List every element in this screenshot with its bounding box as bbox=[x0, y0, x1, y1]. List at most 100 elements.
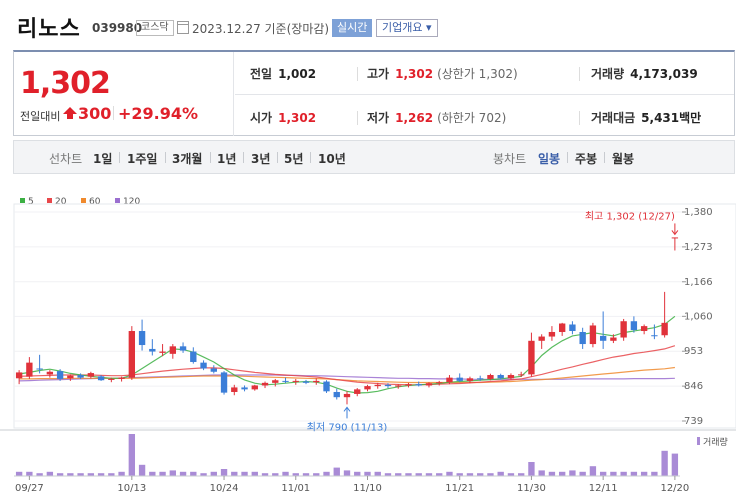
volume-bar bbox=[190, 471, 197, 476]
volume-bar bbox=[241, 471, 248, 476]
period-3y-button[interactable]: 3년 bbox=[251, 152, 271, 166]
volume-label: 거래량 bbox=[591, 67, 625, 81]
low-cell: 저가 1,262 (하한가 702) bbox=[367, 109, 506, 126]
period-1d-button[interactable]: 1일 bbox=[93, 152, 113, 166]
volume-bar bbox=[589, 466, 597, 476]
period-3m-button[interactable]: 3개월 bbox=[172, 152, 203, 166]
y-tick-label: 739 bbox=[684, 416, 703, 427]
stock-code: 039980 bbox=[92, 21, 143, 35]
volume-bar bbox=[159, 471, 166, 476]
candle-body bbox=[241, 387, 248, 390]
prev-close-label: 전일 bbox=[250, 67, 273, 81]
divider bbox=[579, 67, 580, 81]
candle-body bbox=[651, 335, 658, 337]
amount-value: 5,431 bbox=[641, 111, 680, 125]
y-tick-label: 953 bbox=[684, 346, 703, 357]
open-value: 1,302 bbox=[278, 111, 317, 125]
candle-body bbox=[87, 373, 95, 377]
volume-bar bbox=[456, 473, 463, 476]
stock-chart[interactable]: 5 20 60 120 739 846 953 1,060 1,166 1,273 1,380 최… bbox=[0, 186, 736, 504]
x-tick-label: 09/27 bbox=[15, 483, 44, 494]
candle-body bbox=[579, 331, 586, 345]
high-arrow-head bbox=[671, 230, 679, 236]
company-overview-button[interactable]: 기업개요 ▾ bbox=[376, 19, 438, 37]
ma60-line bbox=[19, 366, 675, 384]
candle-body bbox=[46, 371, 54, 375]
divider bbox=[277, 152, 278, 163]
candle-body bbox=[179, 346, 187, 351]
high-annotation: 최고 1,302 (12/27) bbox=[585, 210, 675, 222]
divider bbox=[119, 152, 120, 163]
candle-body bbox=[77, 375, 84, 378]
volume-bar bbox=[67, 473, 74, 476]
candle-weekly-button[interactable]: 주봉 bbox=[575, 152, 598, 166]
legend-label: 120 bbox=[123, 197, 140, 207]
market-badge: 코스닥 bbox=[136, 20, 174, 36]
candle-body bbox=[661, 322, 668, 336]
moving-averages bbox=[19, 315, 676, 394]
volume-bar bbox=[640, 471, 648, 476]
open-cell: 시가 1,302 bbox=[250, 109, 316, 126]
volume-bar bbox=[671, 453, 679, 476]
volume-bar bbox=[466, 473, 474, 476]
candle-body bbox=[302, 381, 310, 383]
candle-body bbox=[374, 384, 381, 387]
chart-period-bar: 선차트 1일 1주일 3개월 1년 3년 5년 10년 봉차트 일봉 주봉 월봉 bbox=[13, 140, 735, 174]
candle-body bbox=[477, 378, 484, 380]
lower-limit: (하한가 702) bbox=[437, 111, 507, 125]
volume-bar bbox=[302, 473, 310, 476]
candle-body bbox=[36, 368, 43, 370]
volume-bar bbox=[518, 473, 525, 476]
change-amount: 300 bbox=[78, 104, 112, 123]
candle-daily-button[interactable]: 일봉 bbox=[538, 152, 561, 166]
candle-body bbox=[15, 372, 23, 379]
y-tick-label: 1,060 bbox=[684, 311, 713, 322]
volume-bar bbox=[200, 473, 207, 476]
amount-cell: 거래대금 5,431백만 bbox=[591, 109, 701, 126]
candle-body bbox=[436, 382, 443, 384]
volume-bar bbox=[487, 473, 494, 476]
volume-bar bbox=[87, 473, 95, 476]
change-rate: +29.94% bbox=[118, 104, 199, 123]
volume-bar bbox=[630, 471, 638, 476]
divider bbox=[113, 106, 114, 120]
period-10y-button[interactable]: 10년 bbox=[318, 152, 346, 166]
volume-bar bbox=[97, 473, 105, 476]
price-summary: 1,302 전일대비 300 +29.94% 전일 1,002 고가 1,302 (상… bbox=[13, 50, 735, 136]
divider bbox=[165, 152, 166, 163]
period-1w-button[interactable]: 1주일 bbox=[127, 152, 158, 166]
volume-bar bbox=[26, 471, 33, 476]
volume-bar bbox=[651, 471, 658, 476]
volume-bar bbox=[251, 471, 258, 476]
divider bbox=[604, 152, 605, 163]
candle-body bbox=[128, 331, 136, 378]
volume-bar bbox=[333, 467, 340, 476]
x-tick-label: 12/11 bbox=[589, 483, 618, 494]
volume-bar bbox=[343, 470, 351, 476]
stock-name: 리노스 bbox=[17, 17, 81, 42]
candle-body bbox=[220, 372, 228, 393]
volume-bar bbox=[118, 471, 125, 476]
divider bbox=[243, 152, 244, 163]
low-value: 1,262 bbox=[395, 111, 434, 125]
period-1y-button[interactable]: 1년 bbox=[217, 152, 237, 166]
realtime-button[interactable]: 실시간 bbox=[332, 19, 373, 37]
current-price: 1,302 bbox=[20, 66, 111, 101]
volume-bar bbox=[415, 473, 422, 476]
volume-bar bbox=[149, 471, 156, 476]
candle-body bbox=[630, 321, 638, 331]
open-label: 시가 bbox=[250, 111, 273, 125]
candle-body bbox=[671, 237, 679, 239]
candle-monthly-button[interactable]: 월봉 bbox=[612, 152, 635, 166]
volume-bar bbox=[179, 471, 187, 476]
volume-bar bbox=[538, 470, 545, 476]
candle-body bbox=[282, 380, 289, 382]
volume-bar bbox=[558, 471, 566, 476]
volume-bar bbox=[446, 471, 453, 476]
period-5y-button[interactable]: 5년 bbox=[284, 152, 304, 166]
x-axis: 09/27 10/13 10/24 11/01 11/10 11/21 11/30 12/11… bbox=[15, 476, 689, 494]
x-tick-label: 11/21 bbox=[445, 483, 474, 494]
basis-date: 2023.12.27 기준(장마감) bbox=[192, 22, 330, 36]
candle-body bbox=[200, 362, 207, 369]
high-value: 1,302 bbox=[395, 67, 434, 81]
